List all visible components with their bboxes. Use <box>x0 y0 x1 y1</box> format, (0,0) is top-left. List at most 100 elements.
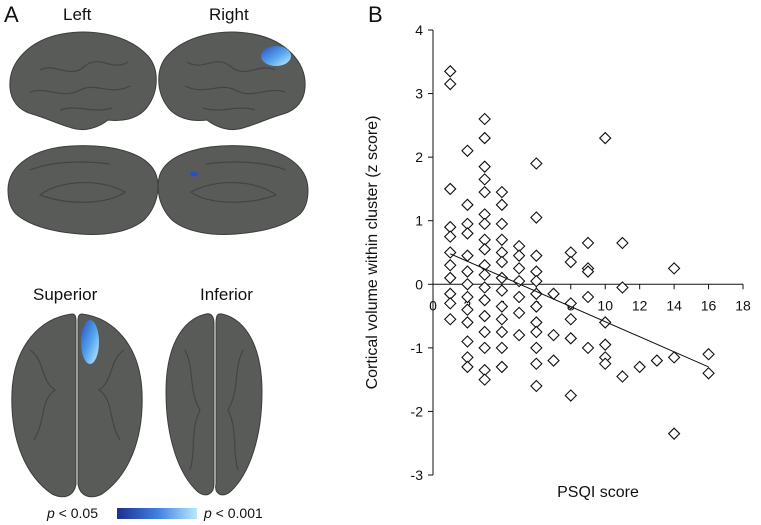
sulcus-line <box>205 161 287 171</box>
sulcus-line <box>39 61 129 73</box>
sulcus-line <box>202 107 256 111</box>
scatter-point <box>598 316 612 329</box>
scatter-point <box>564 255 578 269</box>
cluster-right-lateral <box>261 46 291 66</box>
scatter-point <box>478 268 491 282</box>
scatter-point <box>495 360 509 374</box>
scatter-point <box>478 173 491 186</box>
y-tick-label: 4 <box>415 22 423 38</box>
sulcus-line <box>38 182 127 203</box>
scatter-point <box>495 198 509 212</box>
scatter-point <box>512 262 526 275</box>
scatter-point <box>547 354 560 367</box>
scatter-point <box>667 427 681 440</box>
view-label-superior: Superior <box>33 285 98 304</box>
scatter-point <box>478 281 491 294</box>
x-tick-label: 14 <box>666 297 682 313</box>
scatter-point <box>478 293 491 307</box>
scatter-point <box>512 274 526 288</box>
scatter-point <box>461 278 474 291</box>
scatter-point <box>530 341 543 355</box>
brain-left-medial <box>7 145 159 235</box>
sulcus-line <box>184 85 286 95</box>
scatter-point <box>581 236 595 250</box>
legend-low-threshold: < 0.05 <box>54 505 98 521</box>
scatter-point <box>667 351 681 364</box>
scatter-point <box>564 389 578 402</box>
scatter-point <box>633 360 646 374</box>
scatter-point <box>478 341 491 355</box>
scatter-point <box>564 297 578 310</box>
scatter-point <box>530 249 543 262</box>
x-tick-label: 0 <box>429 297 437 313</box>
trend-line <box>450 253 709 368</box>
sulci-lines <box>29 61 287 471</box>
view-label-left: Left <box>63 5 92 24</box>
scatter-point <box>461 303 474 316</box>
scatter-point <box>530 300 543 313</box>
scatter-point <box>667 262 681 275</box>
scatter-point <box>443 258 457 272</box>
scatter-plot: -3-2-101234024681012141618 PSQI score Co… <box>364 22 751 501</box>
colorbar <box>117 508 197 519</box>
y-tick-label: -1 <box>411 340 424 356</box>
scatter-point <box>495 217 509 231</box>
scatter-point <box>495 325 509 339</box>
scatter-point <box>495 341 509 355</box>
scatter-point <box>443 182 457 196</box>
x-tick-label: 18 <box>735 297 751 313</box>
view-label-inferior: Inferior <box>200 285 253 304</box>
legend-high: p < 0.001 <box>204 505 263 521</box>
x-tick-label: 16 <box>701 297 717 313</box>
legend-low: p < 0.05 <box>47 505 98 521</box>
scatter-point <box>443 297 457 310</box>
legend-low-p: p <box>47 505 55 521</box>
brain-left-lateral <box>9 31 157 131</box>
scatter-point <box>478 309 491 323</box>
scatter-point <box>598 338 612 351</box>
scatter-point <box>443 271 457 285</box>
brain-right-medial <box>157 145 309 235</box>
legend-high-p: p <box>204 505 212 521</box>
scatter-point <box>564 332 578 345</box>
sulcus-line <box>29 85 131 95</box>
scatter-point <box>702 367 715 380</box>
sulcus-line <box>29 349 57 441</box>
scatter-point <box>530 274 543 288</box>
scatter-point <box>443 312 457 326</box>
scatter-point <box>478 373 491 386</box>
scatter-point <box>478 217 491 231</box>
scatter-axes: -3-2-101234024681012141618 <box>411 22 751 483</box>
legend-high-threshold: < 0.001 <box>211 505 263 521</box>
scatter-point <box>650 354 664 367</box>
cluster-superior <box>81 320 99 364</box>
scatter-point <box>443 230 457 243</box>
sulcus-line <box>184 349 201 471</box>
y-tick-label: 0 <box>415 276 423 292</box>
scatter-point <box>495 284 509 297</box>
scatter-point <box>616 281 629 294</box>
scatter-point <box>530 157 543 170</box>
scatter-point <box>461 144 474 158</box>
scatter-point <box>598 131 612 145</box>
scatter-point <box>461 290 474 304</box>
scatter-point <box>495 255 509 269</box>
scatter-point <box>478 112 491 126</box>
scatter-point <box>616 370 629 383</box>
scatter-point <box>512 328 526 342</box>
scatter-point <box>495 312 509 326</box>
sulcus-line <box>29 161 111 171</box>
x-axis-label: PSQI score <box>557 484 639 501</box>
scatter-point <box>530 211 543 224</box>
scatter-point <box>616 236 629 250</box>
scatter-point <box>530 379 543 393</box>
x-tick-label: 10 <box>597 297 613 313</box>
scatter-point <box>478 243 491 256</box>
brain-inferior-right-hemi <box>215 313 263 496</box>
scatter-points <box>443 65 715 440</box>
scatter-point <box>443 65 457 78</box>
scatter-point <box>512 249 526 262</box>
scatter-point <box>530 287 543 301</box>
panel-b-letter: B <box>368 2 383 27</box>
sulcus-line <box>186 61 276 73</box>
